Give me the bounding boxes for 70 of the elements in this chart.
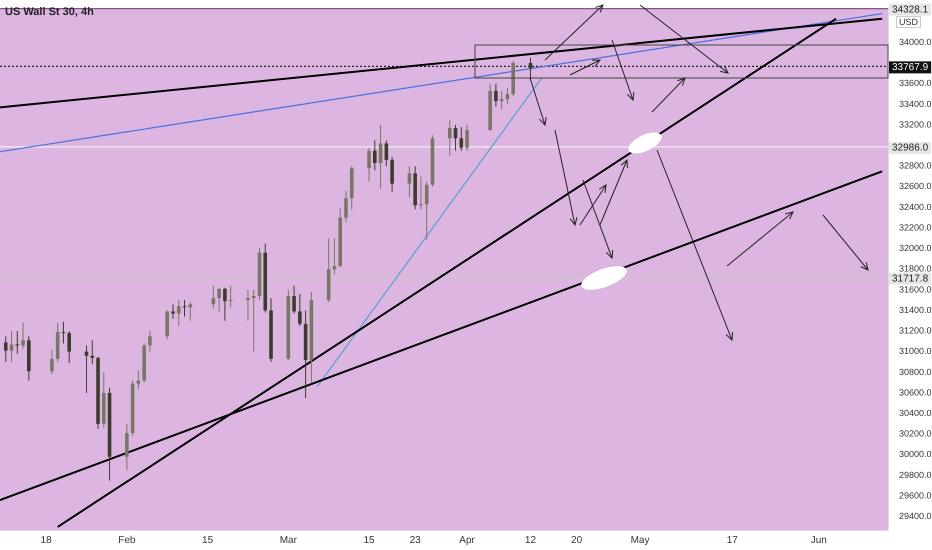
ref-line-label: 34328.1 [892, 4, 929, 16]
text: USD [896, 16, 922, 28]
x-tick-label: 23 [410, 534, 422, 546]
x-tick-label: 17 [726, 534, 738, 546]
y-tick-label: 34000.0 [899, 36, 932, 47]
candlestick [494, 83, 498, 107]
y-tick-label: 31000.0 [899, 346, 932, 356]
candlestick [136, 370, 140, 390]
candlestick [506, 87, 510, 105]
y-tick-label: 33400.0 [899, 98, 932, 109]
y-tick-label: 31400.0 [899, 304, 932, 315]
y-tick-label: 32800.0 [899, 160, 932, 171]
x-tick-label: Apr [459, 534, 476, 546]
candlestick [424, 181, 428, 241]
candlestick [90, 340, 94, 365]
x-tick-label: 15 [363, 534, 376, 546]
ref-line-label: 31717.8 [892, 273, 929, 284]
candlestick [528, 57, 532, 80]
y-tick-label: 33600.0 [899, 78, 932, 88]
ref-line-label: 33767.9 [892, 62, 929, 74]
x-tick-label: 12 [524, 534, 536, 546]
candlestick [390, 156, 394, 192]
y-tick-label: 32200.0 [899, 222, 932, 232]
candlestick [50, 349, 54, 375]
x-tick-label: Feb [118, 534, 136, 546]
candlestick [419, 176, 423, 210]
y-tick-label: 31800.0 [899, 264, 932, 274]
y-tick-label: 30000.0 [899, 449, 932, 460]
candlestick [16, 330, 20, 354]
candlestick [21, 322, 25, 350]
x-tick-label: 20 [571, 534, 583, 546]
y-tick-label: 29600.0 [899, 490, 932, 500]
x-tick-label: 18 [40, 534, 52, 546]
chart-title: US Wall St 30, 4h [5, 6, 94, 18]
candlestick [408, 166, 412, 198]
y-tick-label: 31600.0 [899, 284, 932, 294]
candlestick [500, 90, 504, 110]
candlestick [10, 330, 14, 362]
candlestick [84, 344, 88, 394]
y-tick-label: 31200.0 [899, 326, 932, 336]
candlestick [378, 124, 382, 190]
y-tick-label: 29800.0 [899, 470, 932, 480]
candlestick [67, 330, 71, 364]
candlestick [62, 321, 66, 344]
y-tick-label: 30800.0 [899, 366, 932, 377]
x-tick-label: 15 [202, 534, 214, 546]
candlestick [448, 119, 452, 156]
x-tick-label: Jun [810, 534, 827, 546]
candlestick [460, 126, 464, 152]
y-tick-label: 32400.0 [899, 202, 932, 212]
y-tick-label: 30600.0 [899, 387, 932, 398]
y-tick-label: 29400.0 [899, 511, 932, 522]
x-tick-label: Mar [280, 534, 298, 546]
y-tick-label: 30400.0 [899, 408, 932, 418]
candlestick [465, 124, 469, 152]
candlestick [4, 336, 8, 362]
candlestick [373, 140, 377, 171]
candlestick [125, 423, 129, 471]
candlestick [384, 140, 388, 167]
y-tick-label: 30200.0 [899, 428, 932, 439]
x-tick-label: May [630, 534, 650, 546]
y-tick-label: 32600.0 [899, 181, 932, 192]
ref-line-label: 32986.0 [892, 142, 929, 154]
candlestick [148, 330, 152, 352]
y-tick-label: 32000.0 [899, 243, 932, 254]
candlestick [454, 124, 458, 152]
y-tick-label: 33200.0 [899, 119, 932, 130]
candlestick [171, 304, 175, 320]
candlestick [176, 300, 181, 326]
candlestick [367, 147, 371, 182]
